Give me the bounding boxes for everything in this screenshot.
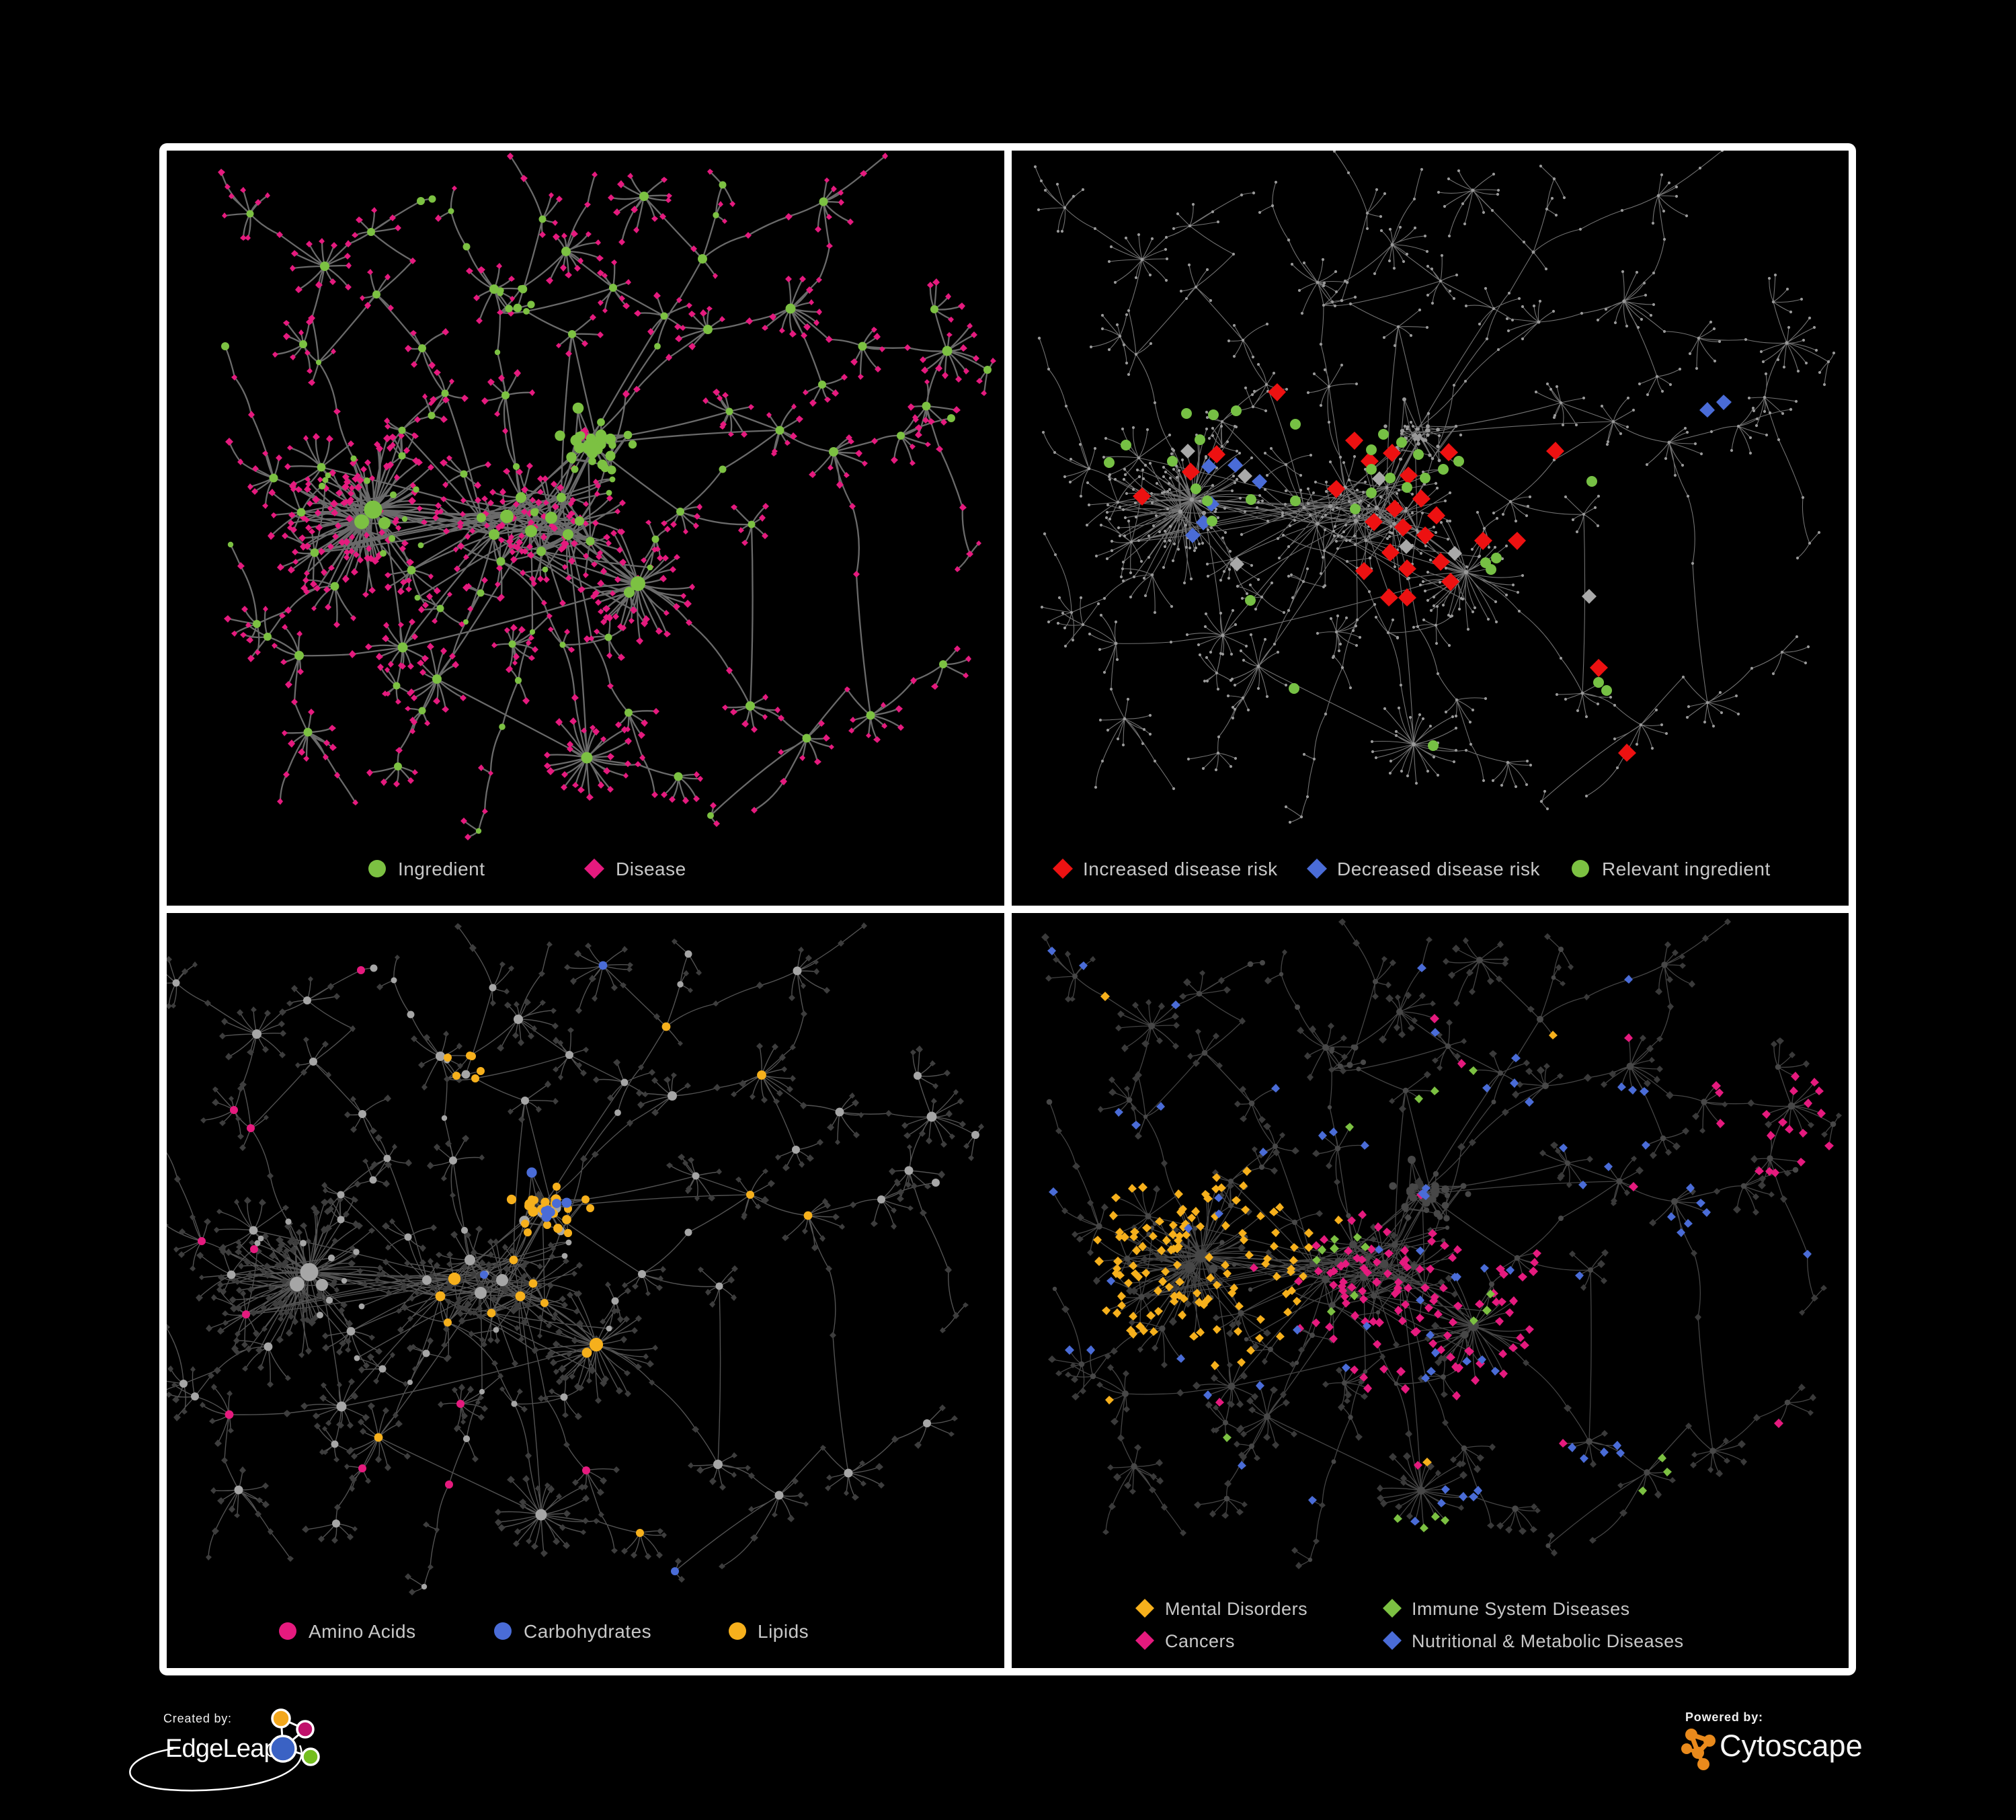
svg-text:Immune System Diseases: Immune System Diseases — [1412, 1599, 1630, 1619]
svg-text:Created by:: Created by: — [163, 1712, 232, 1725]
svg-text:Mental Disorders: Mental Disorders — [1165, 1599, 1307, 1619]
svg-text:Ingredient: Ingredient — [398, 859, 485, 879]
svg-text:Increased disease risk: Increased disease risk — [1083, 859, 1278, 879]
svg-text:Relevant ingredient: Relevant ingredient — [1602, 859, 1771, 879]
svg-text:Nutritional & Metabolic Diseas: Nutritional & Metabolic Diseases — [1412, 1631, 1684, 1651]
svg-text:Amino Acids: Amino Acids — [309, 1621, 416, 1642]
svg-text:Cancers: Cancers — [1165, 1631, 1235, 1651]
svg-text:EdgeLeap: EdgeLeap — [165, 1735, 278, 1763]
svg-text:Decreased disease risk: Decreased disease risk — [1337, 859, 1541, 879]
svg-text:Disease: Disease — [616, 859, 686, 879]
svg-text:Cytoscape: Cytoscape — [1720, 1729, 1863, 1763]
svg-text:Powered by:: Powered by: — [1685, 1710, 1763, 1724]
svg-text:Carbohydrates: Carbohydrates — [524, 1621, 651, 1642]
svg-text:Lipids: Lipids — [758, 1621, 809, 1642]
